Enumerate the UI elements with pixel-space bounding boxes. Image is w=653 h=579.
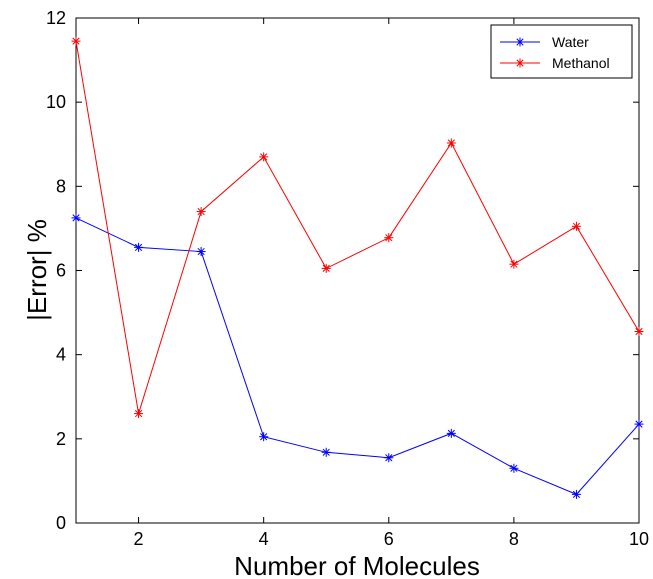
y-tick-label-6: 12 bbox=[46, 8, 66, 28]
legend-label-methanol: Methanol bbox=[552, 55, 610, 71]
legend-asterisk-methanol bbox=[515, 58, 525, 68]
data-point-water-3 bbox=[196, 247, 206, 257]
y-tick-label-0: 0 bbox=[56, 513, 66, 533]
data-point-water-6 bbox=[384, 453, 394, 463]
data-point-water-1 bbox=[71, 213, 81, 223]
data-point-methanol-9 bbox=[571, 221, 581, 231]
legend-asterisk-water bbox=[515, 37, 525, 47]
data-point-water-2 bbox=[134, 242, 144, 252]
legend-marker-methanol bbox=[515, 58, 525, 68]
x-tick-label-2: 6 bbox=[384, 529, 394, 549]
data-point-methanol-4 bbox=[259, 152, 269, 162]
x-tick-label-1: 4 bbox=[259, 529, 269, 549]
legend: Water Methanol bbox=[490, 24, 633, 79]
axis-ticks bbox=[76, 17, 640, 524]
data-point-methanol-7 bbox=[446, 138, 456, 148]
data-point-water-4 bbox=[259, 432, 269, 442]
data-point-water-9 bbox=[571, 489, 581, 499]
x-tick-label-3: 8 bbox=[509, 529, 519, 549]
data-point-water-10 bbox=[634, 419, 644, 429]
series-line-methanol bbox=[75, 41, 640, 414]
legend-marker-water bbox=[515, 37, 525, 47]
data-point-methanol-2 bbox=[134, 409, 144, 419]
y-tick-label-4: 8 bbox=[56, 176, 66, 196]
y-tick-label-2: 4 bbox=[56, 345, 66, 365]
y-axis-title: |Error| % bbox=[22, 219, 52, 321]
x-axis-title: Number of Molecules bbox=[234, 551, 480, 579]
data-point-methanol-10 bbox=[634, 327, 644, 337]
data-point-water-7 bbox=[446, 428, 456, 438]
data-point-water-8 bbox=[509, 463, 519, 473]
data-point-methanol-1 bbox=[71, 36, 81, 46]
y-tick-label-5: 10 bbox=[46, 92, 66, 112]
legend-box bbox=[490, 24, 633, 79]
series-layer bbox=[71, 36, 644, 499]
data-point-water-5 bbox=[321, 447, 331, 457]
series-line-water bbox=[75, 217, 640, 495]
plot-area bbox=[75, 17, 640, 524]
data-point-methanol-5 bbox=[321, 263, 331, 273]
x-tick-label-0: 2 bbox=[134, 529, 144, 549]
x-tick-label-4: 10 bbox=[629, 529, 649, 549]
legend-label-water: Water bbox=[552, 34, 589, 50]
data-point-methanol-8 bbox=[509, 259, 519, 269]
y-tick-label-1: 2 bbox=[56, 429, 66, 449]
data-point-methanol-3 bbox=[196, 207, 206, 217]
y-tick-label-3: 6 bbox=[56, 261, 66, 281]
data-point-methanol-6 bbox=[384, 233, 394, 243]
tick-labels: 2 4 6 8 10 0 2 4 6 8 10 12 bbox=[46, 8, 649, 549]
